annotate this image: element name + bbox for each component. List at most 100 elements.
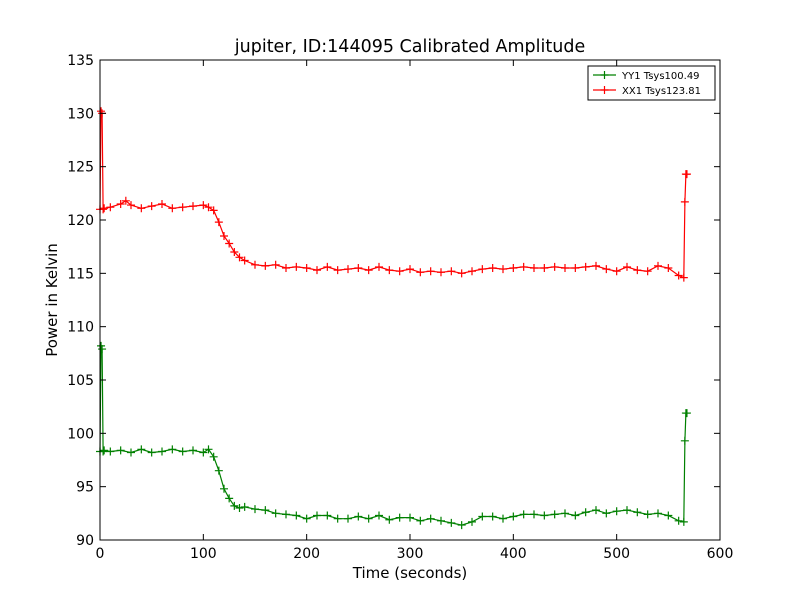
data-point <box>674 516 683 525</box>
data-point <box>121 196 130 205</box>
data-point <box>416 516 425 525</box>
data-point <box>375 262 383 271</box>
data-point <box>204 445 213 454</box>
data-point <box>581 262 590 271</box>
data-point <box>664 511 673 520</box>
data-point <box>478 265 487 274</box>
data-point <box>271 509 280 518</box>
data-point <box>220 232 228 240</box>
data-point <box>292 262 301 271</box>
data-point <box>623 262 631 271</box>
data-point <box>561 509 569 518</box>
data-point <box>106 447 115 456</box>
data-point <box>313 266 321 275</box>
data-point <box>633 266 642 275</box>
data-point <box>457 521 466 530</box>
data-point <box>235 504 244 512</box>
data-point <box>189 202 197 211</box>
data-point <box>98 345 107 354</box>
data-point <box>437 268 445 277</box>
data-point <box>282 264 290 272</box>
data-point <box>571 511 580 520</box>
x-axis-label: Time (seconds) <box>352 564 468 582</box>
data-point <box>602 509 611 518</box>
y-tick-label: 100 <box>67 426 94 442</box>
data-point <box>375 511 383 520</box>
data-point <box>199 201 208 210</box>
data-point <box>540 511 549 520</box>
data-point <box>364 514 373 523</box>
y-tick-label: 105 <box>67 373 94 389</box>
data-point <box>509 512 518 521</box>
data-point <box>509 264 518 272</box>
plot-area: 0 100 200 300 400 500 600 90 95 100 105 110 115 120 12… <box>67 53 733 562</box>
data-point <box>204 203 213 212</box>
data-point <box>333 514 342 523</box>
data-point <box>447 267 456 276</box>
data-point <box>612 267 621 276</box>
data-point <box>395 513 404 522</box>
y-tick-label: 90 <box>76 533 94 549</box>
y-tick-label: 95 <box>76 480 94 496</box>
data-point <box>158 200 166 208</box>
data-point <box>680 436 689 445</box>
data-point <box>478 512 487 521</box>
data-point <box>106 203 115 212</box>
data-point <box>550 262 559 271</box>
data-point <box>116 200 125 208</box>
data-point <box>230 501 239 510</box>
data-point <box>623 506 631 515</box>
y-axis-label: Power in Kelvin <box>43 243 61 357</box>
data-point <box>488 512 497 521</box>
x-tick-label: 100 <box>190 546 217 562</box>
data-point <box>127 448 135 457</box>
data-point <box>457 269 466 278</box>
data-point <box>225 494 234 503</box>
data-point <box>385 515 394 524</box>
data-point <box>302 264 311 272</box>
y-tick-label: 115 <box>67 266 94 282</box>
data-point <box>426 267 435 276</box>
data-point <box>261 261 270 270</box>
data-point <box>488 264 497 272</box>
data-point <box>302 514 311 523</box>
data-point <box>406 513 414 522</box>
data-point <box>209 206 218 215</box>
data-point <box>137 445 146 454</box>
data-point <box>344 265 352 274</box>
data-point <box>261 506 270 515</box>
data-point <box>612 507 621 516</box>
data-point <box>282 510 290 519</box>
data-point <box>158 447 166 456</box>
data-point <box>100 204 109 213</box>
data-point <box>592 506 600 515</box>
x-tick-label: 400 <box>500 546 527 562</box>
data-point <box>633 508 642 517</box>
data-point <box>147 448 156 457</box>
data-point <box>519 262 528 271</box>
data-point <box>240 256 249 265</box>
data-point <box>214 218 223 227</box>
data-point <box>437 516 445 525</box>
data-point <box>643 267 652 276</box>
data-point <box>682 170 691 179</box>
x-tick-label: 0 <box>96 546 105 562</box>
data-point <box>251 260 259 269</box>
data-point <box>682 409 691 418</box>
data-point <box>664 264 673 272</box>
data-point <box>468 517 476 526</box>
data-point <box>654 261 662 270</box>
data-point <box>385 266 394 275</box>
y-tick-label: 110 <box>67 320 94 336</box>
chart-title: jupiter, ID:144095 Calibrated Amplitude <box>234 37 585 57</box>
data-point <box>292 511 301 520</box>
y-tick-label: 120 <box>67 213 94 229</box>
data-point <box>447 518 456 527</box>
data-point <box>313 511 321 520</box>
x-tick-label: 500 <box>603 546 630 562</box>
data-point <box>643 510 652 519</box>
data-point <box>468 267 476 276</box>
data-point <box>571 264 580 272</box>
data-point <box>530 510 538 519</box>
